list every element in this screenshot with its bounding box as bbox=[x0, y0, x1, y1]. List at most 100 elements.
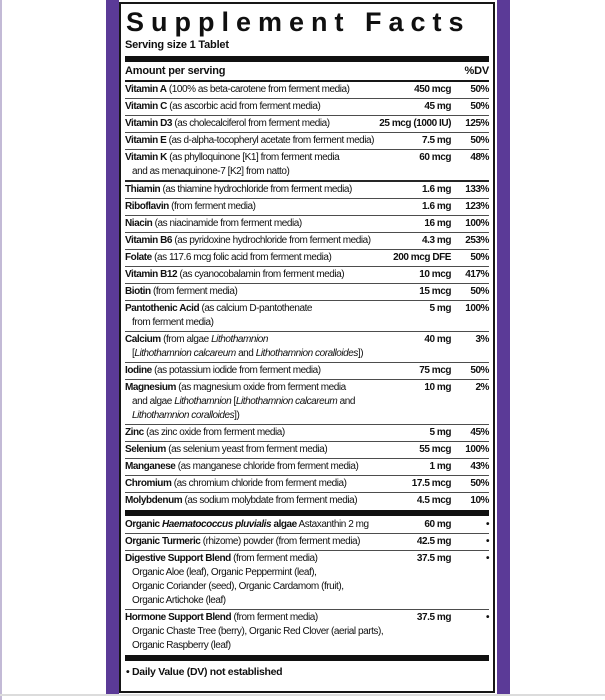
nutrient-continuation-line: and algae Lithothamnion [Lithothamnion c… bbox=[125, 395, 489, 409]
text-segment: (as thiamine hydrochloride from ferment … bbox=[160, 184, 353, 195]
header-divider bbox=[125, 56, 489, 62]
text-segment: Digestive Support Blend bbox=[125, 553, 231, 564]
nutrient-name: Riboflavin (from ferment media) bbox=[125, 200, 401, 214]
nutrient-name: Iodine (as potassium iodide from ferment… bbox=[125, 364, 401, 378]
text-segment: (as magnesium oxide from ferment media bbox=[175, 382, 346, 393]
nutrient-name: Vitamin E (as d-alpha-tocopheryl acetate… bbox=[125, 134, 401, 148]
nutrient-row-pantothenic-acid: Pantothenic Acid (as calcium D-pantothen… bbox=[125, 300, 489, 331]
nutrient-row-vitamin-b6: Vitamin B6 (as pyridoxine hydrochloride … bbox=[125, 232, 489, 249]
nutrient-line: Niacin (as niacinamide from ferment medi… bbox=[125, 217, 489, 231]
text-segment: Organic Coriander (seed), Organic Cardam… bbox=[132, 581, 344, 592]
nutrient-line: Vitamin B12 (as cyanocobalamin from ferm… bbox=[125, 268, 489, 282]
nutrient-line: Vitamin D3 (as cholecalciferol from ferm… bbox=[125, 117, 489, 131]
text-segment: Organic Chaste Tree (berry), Organic Red… bbox=[132, 626, 384, 637]
text-segment: Lithothamnion bbox=[174, 396, 232, 407]
text-segment: Vitamin A bbox=[125, 84, 167, 95]
text-segment: and algae bbox=[132, 396, 175, 407]
dv-cell: 50% bbox=[470, 365, 489, 376]
text-segment: Lithothamnion coralloides bbox=[132, 410, 235, 421]
text-segment: (from ferment media) bbox=[168, 201, 256, 212]
nutrient-line: Chromium (as chromium chloride from ferm… bbox=[125, 477, 489, 491]
amount-cell: 5 mg bbox=[429, 427, 451, 438]
photo-left-edge bbox=[0, 0, 2, 700]
nutrient-continuation-line: and as menaquinone-7 [K2] from natto) bbox=[125, 165, 489, 179]
nutrient-row-vitamin-d3: Vitamin D3 (as cholecalciferol from ferm… bbox=[125, 115, 489, 132]
nutrient-row-digestive-support-blend: Digestive Support Blend (from ferment me… bbox=[125, 550, 489, 609]
dv-cell: 100% bbox=[465, 218, 489, 229]
nutrient-name: Vitamin D3 (as cholecalciferol from ferm… bbox=[125, 117, 375, 131]
nutrient-continuation-line: Organic Coriander (seed), Organic Cardam… bbox=[125, 580, 489, 594]
dv-cell: 10% bbox=[470, 495, 489, 506]
text-segment: Vitamin E bbox=[125, 135, 167, 146]
text-segment: (as niacinamide from ferment media) bbox=[152, 218, 303, 229]
text-segment: Niacin bbox=[125, 218, 153, 229]
dv-cell: 45% bbox=[470, 427, 489, 438]
text-segment: Iodine bbox=[125, 365, 152, 376]
nutrient-name: Zinc (as zinc oxide from ferment media) bbox=[125, 426, 401, 440]
text-segment: from ferment media) bbox=[132, 317, 214, 328]
dv-cell: • bbox=[485, 519, 490, 530]
text-segment: (from ferment media) bbox=[230, 553, 318, 564]
text-segment: Thiamin bbox=[125, 184, 161, 195]
text-segment: Molybdenum bbox=[125, 495, 183, 506]
dv-cell: 417% bbox=[465, 269, 489, 280]
amount-cell: 1 mg bbox=[429, 461, 451, 472]
dv-cell: 125% bbox=[465, 118, 489, 129]
nutrient-line: Thiamin (as thiamine hydrochloride from … bbox=[125, 183, 489, 197]
text-segment: Folate bbox=[125, 252, 152, 263]
nutrient-name: Magnesium (as magnesium oxide from ferme… bbox=[125, 381, 401, 395]
text-segment: Vitamin K bbox=[125, 152, 167, 163]
text-segment: (as 117.6 mcg folic acid from ferment me… bbox=[151, 252, 332, 263]
dv-header: %DV bbox=[464, 65, 490, 77]
nutrient-line: Vitamin K (as phylloquinone [K1] from fe… bbox=[125, 151, 489, 165]
dv-cell: 123% bbox=[465, 201, 489, 212]
dv-cell: 50% bbox=[470, 286, 489, 297]
text-segment: and bbox=[235, 348, 256, 359]
nutrient-row-vitamin-a: Vitamin A (100% as beta-carotene from fe… bbox=[125, 82, 489, 98]
text-segment: Lithothamnion calcareum bbox=[134, 348, 236, 359]
amount-cell: 16 mg bbox=[424, 218, 451, 229]
nutrient-line: Digestive Support Blend (from ferment me… bbox=[125, 552, 489, 566]
amount-cell: 55 mcg bbox=[419, 444, 451, 455]
nutrient-row-thiamin: Thiamin (as thiamine hydrochloride from … bbox=[125, 180, 489, 198]
text-segment: Haematococcus pluvialis bbox=[161, 519, 272, 530]
text-segment: (as ascorbic acid from ferment media) bbox=[166, 101, 321, 112]
dv-cell: • bbox=[485, 612, 490, 623]
text-segment: ]) bbox=[357, 348, 364, 359]
text-segment: Organic Turmeric bbox=[125, 536, 201, 547]
nutrient-line: Iodine (as potassium iodide from ferment… bbox=[125, 364, 489, 378]
nutrient-row-vitamin-c: Vitamin C (as ascorbic acid from ferment… bbox=[125, 98, 489, 115]
text-segment: Pantothenic Acid bbox=[125, 303, 200, 314]
dv-cell: 50% bbox=[470, 135, 489, 146]
text-segment: Vitamin D3 bbox=[125, 118, 172, 129]
nutrient-row-riboflavin: Riboflavin (from ferment media) 1.6 mg 123… bbox=[125, 198, 489, 215]
text-segment: (100% as beta-carotene from ferment medi… bbox=[166, 84, 350, 95]
nutrient-name: Vitamin A (100% as beta-carotene from fe… bbox=[125, 83, 401, 97]
nutrient-name: Vitamin B12 (as cyanocobalamin from ferm… bbox=[125, 268, 401, 282]
dv-cell: 43% bbox=[470, 461, 489, 472]
text-segment: Selenium bbox=[125, 444, 166, 455]
text-segment: (as selenium yeast from ferment media) bbox=[165, 444, 328, 455]
nutrient-line: Magnesium (as magnesium oxide from ferme… bbox=[125, 381, 489, 395]
nutrient-line: Calcium (from algae Lithothamnion 40 mg 3% bbox=[125, 333, 489, 347]
dv-cell: 3% bbox=[475, 334, 489, 345]
text-segment: Organic Raspberry (leaf) bbox=[132, 640, 231, 651]
text-segment: [ bbox=[231, 396, 237, 407]
nutrient-continuation-line: Lithothamnion coralloides]) bbox=[125, 409, 489, 423]
nutrient-row-vitamin-b12: Vitamin B12 (as cyanocobalamin from ferm… bbox=[125, 266, 489, 283]
text-segment: (from ferment media) bbox=[231, 612, 318, 623]
nutrient-name: Organic Turmeric (rhizome) powder (from … bbox=[125, 535, 401, 549]
amount-cell: 1.6 mg bbox=[422, 184, 451, 195]
text-segment: Organic Artichoke (leaf) bbox=[132, 595, 226, 606]
amount-cell: 40 mg bbox=[424, 334, 451, 345]
text-segment: Magnesium bbox=[125, 382, 176, 393]
dv-cell: 50% bbox=[470, 101, 489, 112]
text-segment: Chromium bbox=[125, 478, 172, 489]
dv-cell: 50% bbox=[470, 478, 489, 489]
amount-cell: 10 mcg bbox=[419, 269, 451, 280]
nutrient-name: Pantothenic Acid (as calcium D-pantothen… bbox=[125, 302, 401, 316]
nutrient-row-chromium: Chromium (as chromium chloride from ferm… bbox=[125, 475, 489, 492]
text-segment: (as d-alpha-tocopheryl acetate from ferm… bbox=[166, 135, 375, 146]
dv-cell: 100% bbox=[465, 303, 489, 314]
nutrient-line: Organic Turmeric (rhizome) powder (from … bbox=[125, 535, 489, 549]
